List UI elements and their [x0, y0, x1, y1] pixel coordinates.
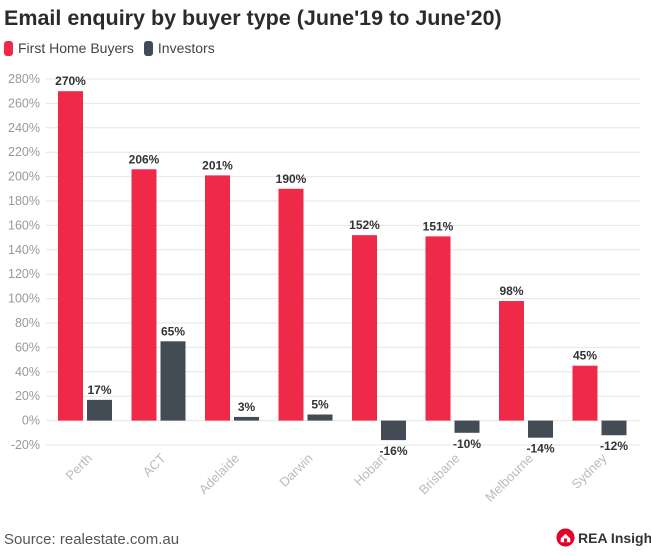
- bar-investors: [528, 420, 553, 438]
- y-tick-label: 280%: [8, 72, 40, 86]
- legend-item-first-home-buyers: First Home Buyers: [4, 40, 134, 56]
- data-label: 17%: [87, 383, 111, 397]
- legend-label-investors: Investors: [157, 40, 215, 56]
- data-label: 206%: [129, 152, 160, 166]
- data-label: 98%: [499, 284, 523, 298]
- x-category-label: Brisbane: [416, 451, 463, 498]
- y-tick-label: 60%: [15, 340, 40, 354]
- y-tick-label: -20%: [11, 438, 40, 452]
- y-tick-label: 100%: [8, 292, 40, 306]
- brand-name: REA Insights: [578, 529, 651, 546]
- y-tick-label: 180%: [8, 194, 40, 208]
- x-category-label: Hobart: [351, 450, 389, 488]
- data-label: 152%: [349, 218, 380, 232]
- data-label: 201%: [202, 158, 233, 172]
- legend-swatch-investors: [143, 40, 153, 56]
- bar-investors: [454, 420, 480, 433]
- bar-investors: [381, 420, 406, 441]
- data-label: 45%: [573, 349, 597, 363]
- x-category-label: Melbourne: [482, 451, 536, 505]
- data-label: 190%: [276, 172, 307, 186]
- legend-swatch-first-home-buyers: [4, 40, 13, 56]
- y-tick-label: 80%: [15, 316, 40, 330]
- bar-investors: [160, 341, 186, 421]
- x-category-label: ACT: [140, 450, 169, 479]
- data-label: -16%: [379, 444, 407, 458]
- bar-investors: [87, 399, 112, 421]
- data-label: -14%: [526, 442, 554, 456]
- x-category-label: Adelaide: [196, 451, 242, 497]
- data-label: 3%: [238, 400, 256, 414]
- data-label: -10%: [453, 437, 481, 451]
- source-note: Source: realestate.com.au: [4, 531, 180, 548]
- data-label: -12%: [600, 439, 628, 453]
- bar-first-home-buyers: [278, 188, 304, 421]
- bar-investors: [601, 420, 627, 436]
- x-category-label: Darwin: [276, 451, 315, 490]
- bar-first-home-buyers: [352, 235, 377, 421]
- bar-investors: [234, 416, 259, 421]
- bar-first-home-buyers: [205, 175, 230, 421]
- bar-first-home-buyers: [425, 236, 451, 421]
- bars: [58, 91, 627, 441]
- bar-chart: -20% 0% 20% 40% 60% 80% 100% 120% 140% 160% 180% 20…: [8, 72, 640, 505]
- y-tick-label: 200%: [8, 170, 40, 184]
- bar-first-home-buyers: [499, 301, 524, 421]
- legend-item-investors: Investors: [143, 40, 215, 56]
- y-tick-label: 0%: [22, 414, 40, 428]
- bar-first-home-buyers: [131, 169, 157, 421]
- y-tick-label: 240%: [8, 121, 40, 135]
- y-tick-label: 160%: [8, 218, 40, 232]
- x-category-label: Perth: [63, 451, 96, 484]
- chart-title: Email enquiry by buyer type (June'19 to …: [4, 6, 502, 30]
- y-tick-label: 40%: [15, 365, 40, 379]
- x-axis-labels: Perth ACT Adelaide Darwin Hobart Brisbane Melb…: [63, 450, 610, 504]
- rea-logo-icon: [556, 528, 575, 547]
- data-label: 65%: [161, 324, 185, 338]
- y-tick-label: 20%: [15, 389, 40, 403]
- data-labels: 270% 17% 206% 65% 201% 3% 190% 5% 152% -16% 151% -1…: [55, 74, 628, 458]
- data-label: 270%: [55, 74, 86, 88]
- data-label: 5%: [311, 398, 329, 412]
- bar-first-home-buyers: [58, 91, 83, 421]
- x-category-label: Sydney: [568, 450, 610, 492]
- brand-logo: REA Insights: [556, 528, 651, 547]
- bar-investors: [307, 414, 333, 421]
- y-axis-ticks: -20% 0% 20% 40% 60% 80% 100% 120% 140% 160% 180% 20…: [8, 72, 40, 452]
- legend-label-first-home-buyers: First Home Buyers: [18, 40, 134, 56]
- data-label: 151%: [423, 219, 454, 233]
- y-tick-label: 140%: [8, 243, 40, 257]
- y-tick-label: 120%: [8, 267, 40, 281]
- legend: First Home Buyers Investors: [4, 40, 225, 56]
- y-tick-label: 220%: [8, 145, 40, 159]
- y-tick-label: 260%: [8, 96, 40, 110]
- bar-first-home-buyers: [572, 365, 598, 421]
